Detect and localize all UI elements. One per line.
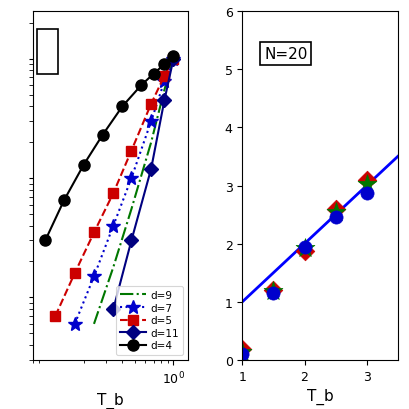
Point xyxy=(301,244,307,250)
d=7 xyxy=(91,274,96,279)
Point xyxy=(270,287,276,294)
Line: d=5: d=5 xyxy=(50,55,178,321)
X-axis label: T_b: T_b xyxy=(306,388,333,404)
Point xyxy=(362,190,369,196)
d=11 xyxy=(129,238,134,243)
d=5 xyxy=(72,271,77,276)
Point xyxy=(332,209,338,216)
d=7 xyxy=(171,57,175,62)
d=7 xyxy=(148,119,153,124)
d=7 xyxy=(72,321,77,326)
d=4 xyxy=(100,133,105,138)
d=4 xyxy=(162,63,166,67)
d=11 xyxy=(111,307,116,312)
d=4 xyxy=(138,83,143,88)
Legend: d=9, d=7, d=5, d=11, d=4: d=9, d=7, d=5, d=11, d=4 xyxy=(115,286,182,355)
d=5 xyxy=(111,191,116,196)
d=9 xyxy=(162,88,166,93)
d=9 xyxy=(129,207,134,212)
Point xyxy=(238,349,245,356)
d=5 xyxy=(171,57,175,62)
Text: N=20: N=20 xyxy=(263,47,307,62)
X-axis label: T_b: T_b xyxy=(97,392,124,408)
d=9 xyxy=(91,321,96,326)
d=5 xyxy=(129,149,134,154)
d=9 xyxy=(111,265,116,270)
d=9 xyxy=(148,140,153,145)
Point xyxy=(362,177,369,184)
d=5 xyxy=(148,102,153,107)
Line: d=7: d=7 xyxy=(67,53,180,331)
Point xyxy=(270,288,276,295)
Point xyxy=(270,290,276,297)
d=4 xyxy=(43,238,47,243)
Point xyxy=(238,346,245,353)
d=7 xyxy=(162,79,166,84)
Point xyxy=(238,351,245,357)
d=4 xyxy=(171,55,175,60)
d=7 xyxy=(129,176,134,181)
Point xyxy=(362,182,369,188)
Point xyxy=(301,248,307,254)
d=5 xyxy=(162,74,166,79)
Line: d=9: d=9 xyxy=(94,60,173,324)
Line: d=4: d=4 xyxy=(40,52,179,247)
d=5 xyxy=(53,314,58,319)
d=9 xyxy=(171,57,175,62)
d=4 xyxy=(151,72,156,77)
d=11 xyxy=(148,167,153,172)
d=7 xyxy=(111,224,116,229)
d=4 xyxy=(61,198,66,203)
Point xyxy=(301,245,307,252)
d=4 xyxy=(120,105,125,110)
d=5 xyxy=(91,231,96,236)
Point xyxy=(332,206,338,213)
Point xyxy=(332,215,338,221)
d=11 xyxy=(171,57,175,62)
d=11 xyxy=(162,99,166,103)
Line: d=11: d=11 xyxy=(108,55,178,314)
d=4 xyxy=(81,163,86,168)
Bar xyxy=(37,30,58,75)
